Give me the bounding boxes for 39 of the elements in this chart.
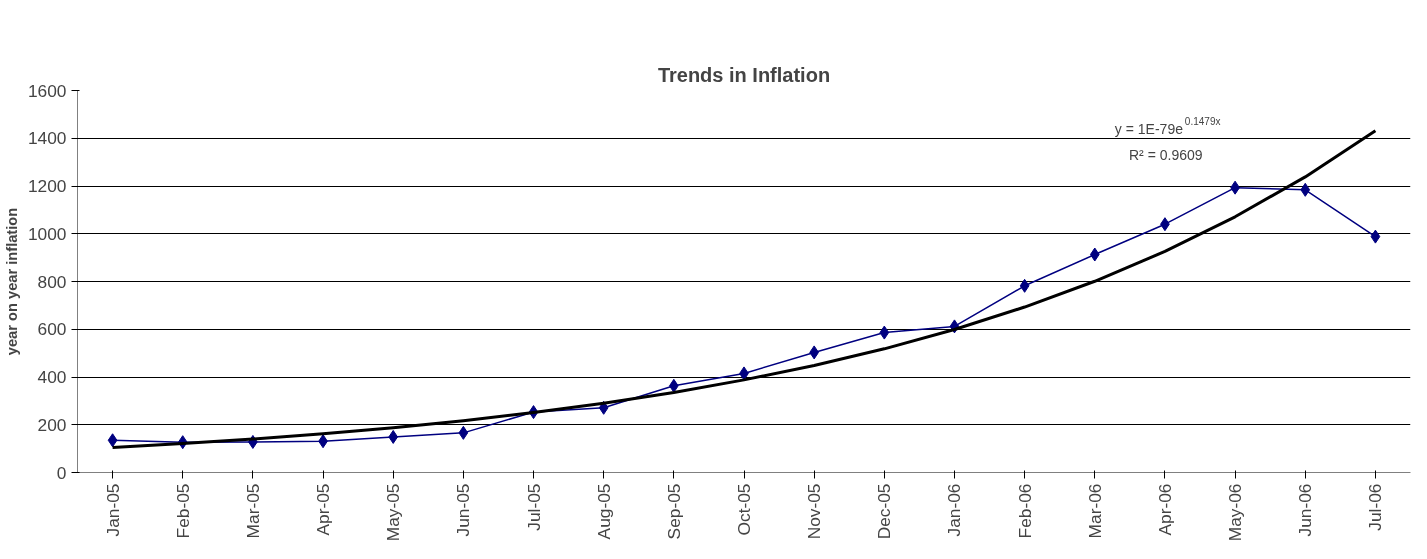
x-tick-label: Mar-05 [242,483,263,539]
x-tick-label: Jan-06 [944,483,965,537]
y-tick-label: 1200 [27,176,67,196]
x-tick-label: Apr-06 [1154,483,1175,536]
point [107,433,118,448]
x-tick-label: Jun-06 [1295,483,1316,537]
x-tick-label: May-05 [383,483,404,542]
y-tick-label: 1600 [27,80,67,101]
y-tick-label: 1000 [27,223,67,244]
y-axis-title: year on year inflation [3,207,20,356]
x-tick-label: Oct-05 [734,483,754,536]
x-tick-label: Jun-05 [453,483,474,537]
x-tick-label: Apr-05 [313,483,334,536]
x-tick-label: Jul-05 [523,483,544,531]
x-tick-label: Dec-05 [874,483,895,540]
point [1300,182,1311,197]
x-tick-label: Feb-05 [172,483,193,539]
y-tick-label: 800 [37,271,67,292]
y-tick-label: 1400 [27,128,67,149]
x-tick-label: Feb-06 [1014,483,1035,539]
chart-title: Trends in Inflation [657,63,831,86]
y-tick-label: 0 [56,462,67,483]
annotation: R² = 0.9609 [1129,147,1203,164]
x-tick-label: Jan-05 [102,483,123,537]
x-tick-label: Sep-05 [663,483,684,540]
x-tick-label: Jul-06 [1365,483,1386,531]
x-tick-label: Aug-05 [593,483,614,540]
point [879,325,890,340]
y-tick-label: 200 [37,414,67,435]
point [388,429,399,444]
point [1370,229,1381,244]
x-tick-label: Nov-05 [804,483,825,540]
point [1089,247,1100,262]
point [1019,278,1030,293]
y-tick-label: 600 [37,319,67,340]
x-tick-label: Mar-06 [1084,483,1105,539]
x-tick-label: May-06 [1225,483,1246,542]
point [458,425,469,440]
y-tick-label: 400 [37,367,67,387]
